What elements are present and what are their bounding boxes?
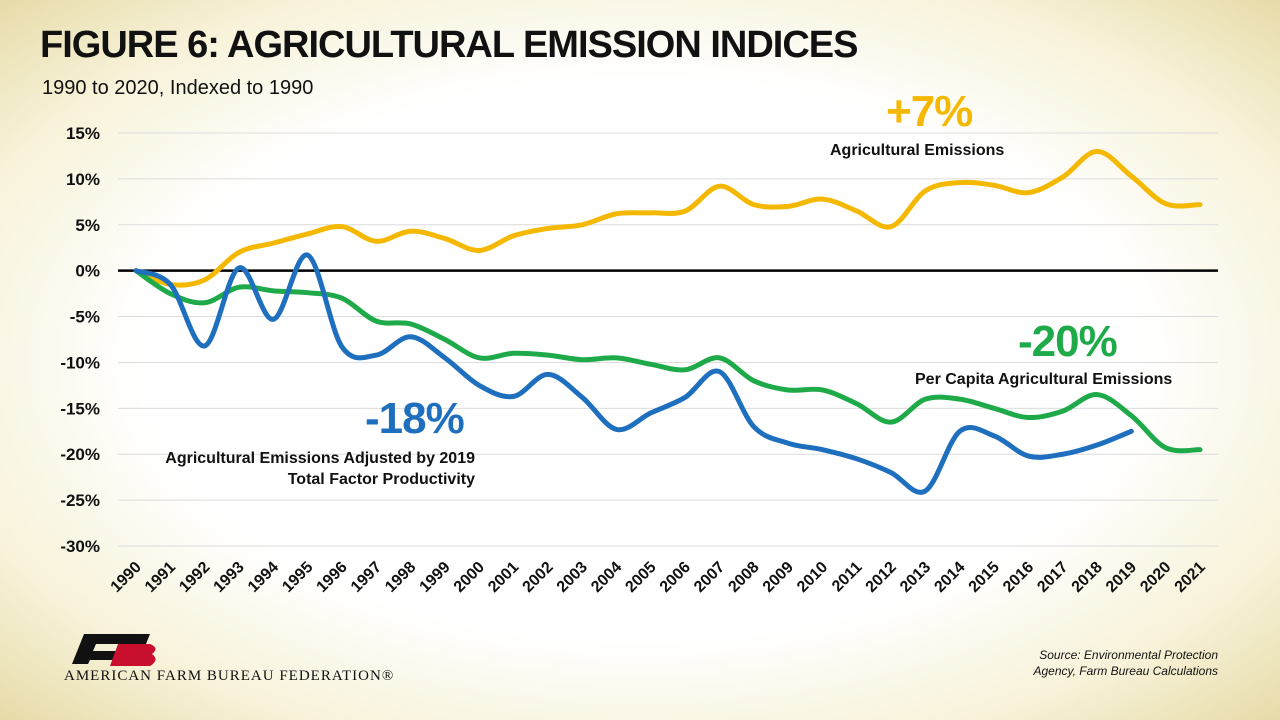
x-tick-label: 2019 bbox=[1103, 559, 1140, 596]
x-tick-label: 2009 bbox=[760, 559, 797, 596]
y-tick-label: -5% bbox=[70, 308, 100, 327]
x-tick-label: 2011 bbox=[829, 559, 866, 596]
y-tick-label: 5% bbox=[75, 216, 100, 235]
x-tick-label: 2001 bbox=[485, 559, 522, 596]
x-tick-label: 2004 bbox=[588, 559, 625, 596]
y-tick-label: -15% bbox=[60, 399, 100, 418]
chart-subtitle: 1990 to 2020, Indexed to 1990 bbox=[42, 77, 314, 99]
series-label: Agricultural Emissions bbox=[830, 142, 1005, 159]
y-tick-label: -25% bbox=[60, 491, 100, 510]
x-tick-label: 2015 bbox=[966, 559, 1003, 596]
x-tick-label: 2018 bbox=[1069, 559, 1106, 596]
x-tick-label: 2000 bbox=[451, 559, 488, 596]
y-tick-label: 10% bbox=[66, 170, 100, 189]
x-tick-label: 1990 bbox=[108, 559, 145, 596]
source: Source: Environmental Protection Agency,… bbox=[1033, 648, 1218, 678]
x-tick-label: 2020 bbox=[1137, 559, 1174, 596]
x-tick-label: 1991 bbox=[142, 559, 179, 596]
x-tick-label: 1993 bbox=[211, 559, 248, 596]
x-tick-label: 2003 bbox=[554, 559, 591, 596]
x-tick-label: 1996 bbox=[314, 559, 351, 596]
x-tick-label: 2010 bbox=[794, 559, 831, 596]
x-tick-label: 2021 bbox=[1172, 559, 1209, 596]
x-tick-label: 2017 bbox=[1034, 559, 1071, 596]
series-label: Per Capita Agricultural Emissions bbox=[915, 371, 1173, 388]
y-tick-label: 0% bbox=[75, 262, 100, 281]
series-end-label: +7% bbox=[886, 87, 973, 136]
chart-title: FIGURE 6: AGRICULTURAL EMISSION INDICES bbox=[40, 24, 858, 66]
y-tick-label: 15% bbox=[66, 124, 100, 143]
logo-text: AMERICAN FARM BUREAU FEDERATION® bbox=[64, 668, 395, 684]
series-end-label: -18% bbox=[365, 394, 465, 443]
y-tick-label: -10% bbox=[60, 353, 100, 372]
x-tick-label: 2016 bbox=[1000, 559, 1037, 596]
x-tick-label: 2012 bbox=[863, 559, 900, 596]
series-line bbox=[133, 148, 1203, 288]
x-tick-label: 2007 bbox=[691, 559, 728, 596]
x-tick-label: 2006 bbox=[657, 559, 694, 596]
x-tick-label: 2008 bbox=[725, 559, 762, 596]
x-tick-label: 1995 bbox=[279, 559, 316, 596]
y-tick-label: -20% bbox=[60, 445, 100, 464]
series-line bbox=[133, 252, 1134, 495]
x-tick-label: 2005 bbox=[622, 559, 659, 596]
x-tick-label: 2013 bbox=[897, 559, 934, 596]
series-label: Agricultural Emissions Adjusted by 2019 … bbox=[165, 450, 475, 488]
y-tick-label: -30% bbox=[60, 537, 100, 556]
x-tick-label: 2002 bbox=[520, 559, 557, 596]
x-tick-label: 2014 bbox=[931, 559, 968, 596]
series-line bbox=[133, 268, 1203, 454]
logo bbox=[72, 634, 156, 666]
x-tick-label: 1992 bbox=[176, 559, 213, 596]
x-tick-label: 1997 bbox=[348, 559, 385, 596]
series-end-label: -20% bbox=[1018, 317, 1118, 366]
x-tick-label: 1999 bbox=[417, 559, 454, 596]
x-tick-label: 1994 bbox=[245, 559, 282, 596]
x-tick-label: 1998 bbox=[382, 559, 419, 596]
